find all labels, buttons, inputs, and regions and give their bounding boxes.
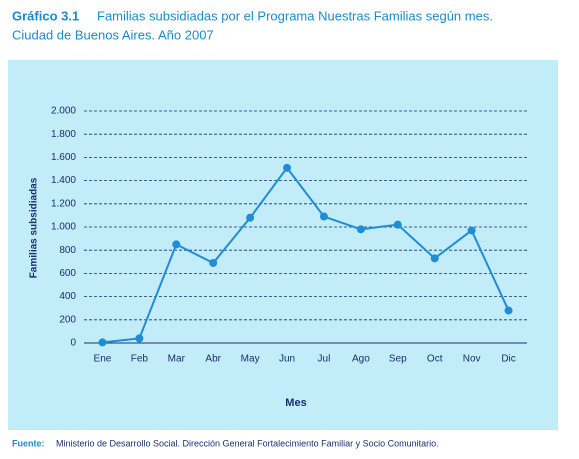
x-tick-label: Ene: [94, 354, 112, 365]
y-tick-label: 1.800: [51, 129, 76, 140]
x-tick-label: Dic: [501, 354, 515, 365]
y-tick-label: 600: [59, 268, 76, 279]
x-tick-label: Feb: [131, 354, 149, 365]
source: Ministerio de Desarrollo Social. Direcci…: [56, 438, 439, 448]
y-tick-label: 1.400: [51, 175, 76, 186]
data-point: [467, 226, 476, 235]
data-point: [504, 306, 513, 315]
x-tick-label: Sep: [389, 354, 407, 365]
x-tick-label: Nov: [463, 354, 481, 365]
x-tick-label: May: [241, 354, 260, 365]
data-point: [209, 258, 218, 267]
x-tick-label: Mar: [168, 354, 186, 365]
data-point: [430, 254, 439, 263]
x-axis-label: Mes: [285, 397, 306, 409]
y-tick-label: 1.200: [51, 198, 76, 209]
data-point: [356, 225, 365, 234]
x-tick-label: Jul: [318, 354, 331, 365]
x-tick-label: Jun: [279, 354, 295, 365]
data-point: [246, 213, 255, 222]
y-tick-label: 2.000: [51, 106, 76, 117]
data-point: [135, 334, 144, 343]
x-tick-label: Ago: [352, 354, 370, 365]
y-tick-label: 1.600: [51, 152, 76, 163]
y-tick-label: 200: [59, 314, 76, 325]
data-point: [283, 163, 292, 172]
source-label: Fuente:: [12, 438, 45, 448]
y-tick-label: 1.000: [51, 222, 76, 233]
data-line: [102, 166, 510, 344]
x-tick-label: Oct: [427, 354, 443, 365]
data-point: [172, 240, 181, 249]
figure-label: Gráfico 3.1: [12, 8, 79, 23]
y-tick-label: 0: [70, 338, 76, 349]
x-tick-label: Abr: [205, 354, 221, 365]
y-tick-label: 400: [59, 291, 76, 302]
chart-panel: [8, 60, 558, 430]
chart-title: Familias subsidiadas por el Programa Nue…: [97, 8, 493, 23]
chart-subtitle: Ciudad de Buenos Aires. Año 2007: [12, 27, 214, 42]
y-axis-label: Familias subsidiadas: [29, 177, 40, 278]
y-tick-label: 800: [59, 245, 76, 256]
data-point: [98, 338, 107, 347]
data-point: [319, 212, 328, 221]
data-point: [393, 220, 402, 229]
